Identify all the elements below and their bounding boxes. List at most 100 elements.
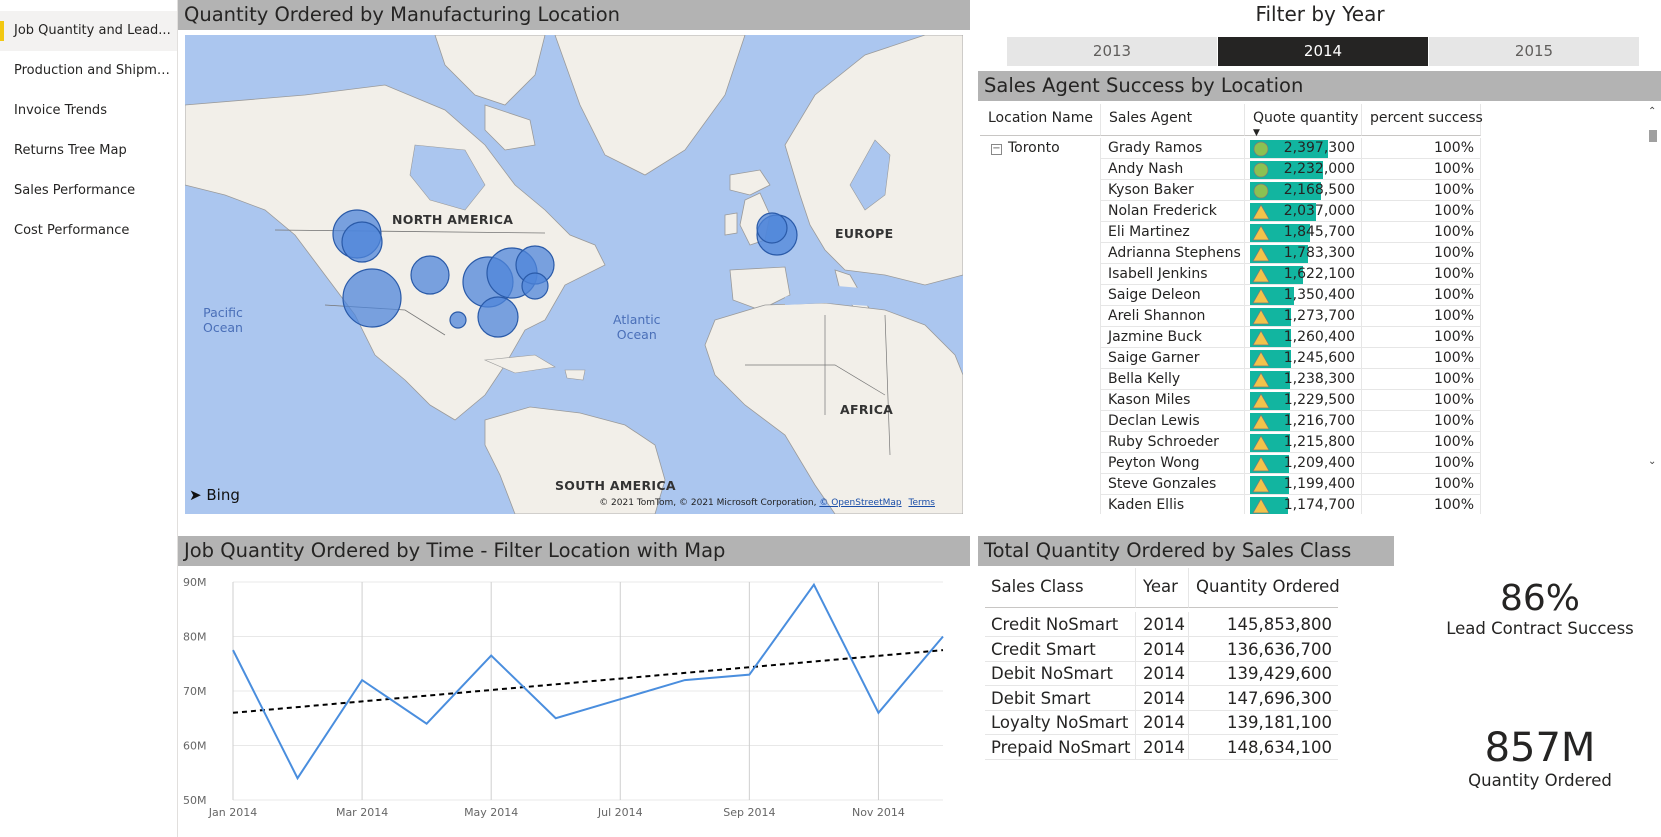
quote-quantity-value: 1,209,400 [1283,455,1355,471]
table-row[interactable]: Nolan Frederick 2,037,000 100% [980,201,1481,222]
lead-contract-success-card: 86% Lead Contract Success [1420,578,1660,668]
location-cell [980,285,1100,306]
nav-item-2[interactable]: Production and Shipme... [14,63,177,78]
agent-success-table: Location Name Sales Agent Quote quantity… [980,104,1660,514]
agent-name-cell: Grady Ramos [1100,138,1244,159]
col-header-sales-class[interactable]: Sales Class [985,568,1135,608]
agent-name-cell: Nolan Frederick [1100,201,1244,222]
year-cell: 2014 [1135,612,1188,637]
kpi-warning-triangle-icon [1252,393,1270,409]
series-line [232,582,944,781]
collapse-icon[interactable]: − [991,143,1002,155]
col-header-quantity-ordered[interactable]: Quantity Ordered [1188,568,1340,608]
table-row[interactable]: Areli Shannon 1,273,700 100% [980,306,1481,327]
nav-item-1[interactable]: Job Quantity and Lead... [0,11,177,51]
south-america-label: SOUTH AMERICA [555,478,676,493]
kpi-warning-triangle-icon [1252,309,1270,325]
quote-quantity-cell: 2,397,300 [1244,138,1361,159]
quote-quantity-value: 1,174,700 [1283,497,1355,513]
quote-quantity-cell: 2,232,000 [1244,159,1361,180]
quote-quantity-cell: 1,174,700 [1244,495,1361,514]
table-row[interactable]: Kaden Ellis 1,174,700 100% [980,495,1481,514]
quantity-ordered-cell: 145,853,800 [1188,612,1338,637]
lead-contract-success-label: Lead Contract Success [1446,619,1634,638]
bing-label: Bing [206,486,240,504]
nav-item-5[interactable]: Sales Performance [14,183,136,198]
agent-name-cell: Eli Martinez [1100,222,1244,243]
agent-name-cell: Areli Shannon [1100,306,1244,327]
table-row[interactable]: Ruby Schroeder 1,215,800 100% [980,432,1481,453]
sales-class-cell: Debit Smart [985,686,1135,711]
percent-success-cell: 100% [1361,243,1481,264]
kpi-warning-triangle-icon [1252,351,1270,367]
table-row[interactable]: Kason Miles 1,229,500 100% [980,390,1481,411]
nav-item-6[interactable]: Cost Performance [14,223,130,238]
quote-quantity-value: 2,037,000 [1283,203,1355,219]
quote-quantity-header-label: Quote quantity [1253,110,1359,126]
quote-quantity-cell: 1,845,700 [1244,222,1361,243]
quantity-over-time-line-chart[interactable]: 50M 60M 70M 80M 90M Jan 2014 Mar 2014 May 2014… [178,568,963,837]
sort-descending-icon: ▼ [1253,128,1260,138]
year-cell: 2014 [1135,685,1188,711]
table-row[interactable]: Peyton Wong 1,209,400 100% [980,453,1481,474]
agent-name-cell: Kyson Baker [1100,180,1244,201]
col-header-year[interactable]: Year [1135,568,1188,608]
agent-name-cell: Saige Deleon [1100,285,1244,306]
copyright-text: © 2021 TomTom, © 2021 Microsoft Corporat… [599,498,820,508]
col-header-quote-quantity[interactable]: Quote quantity ▼ [1244,104,1361,138]
atlantic-ocean-label: Atlantic Ocean [613,312,661,342]
quantity-ordered-cell: 139,181,100 [1188,710,1338,735]
col-header-location[interactable]: Location Name [980,104,1100,136]
nav-item-4[interactable]: Returns Tree Map [14,143,127,158]
year-button-2015[interactable]: 2015 [1429,37,1639,66]
agent-name-cell: Saige Garner [1100,348,1244,369]
percent-success-cell: 100% [1361,306,1481,327]
table-row[interactable]: Jazmine Buck 1,260,400 100% [980,327,1481,348]
table-row[interactable]: Eli Martinez 1,845,700 100% [980,222,1481,243]
location-cell [980,327,1100,348]
line-panel-title: Job Quantity Ordered by Time - Filter Lo… [178,536,970,566]
table-row[interactable]: Isabell Jenkins 1,622,100 100% [980,264,1481,285]
quantity-ordered-label: Quantity Ordered [1468,771,1612,790]
agent-table-scrollbar[interactable]: ⌃ ⌄ [1647,104,1659,494]
nav-item-3[interactable]: Invoice Trends [14,103,107,118]
col-header-percent-success[interactable]: percent success [1361,104,1483,136]
table-row[interactable]: Andy Nash 2,232,000 100% [980,159,1481,180]
terms-link[interactable]: Terms [908,498,935,508]
quote-quantity-cell: 1,783,300 [1244,243,1361,264]
table-row[interactable]: − Toronto Grady Ramos 2,397,300 100% [980,138,1481,159]
year-button-2013[interactable]: 2013 [1007,37,1217,66]
kpi-warning-triangle-icon [1252,456,1270,472]
quote-quantity-cell: 2,168,500 [1244,180,1361,201]
table-row[interactable]: Steve Gonzales 1,199,400 100% [980,474,1481,495]
page-navigation: Job Quantity and Lead... Production and S… [0,0,178,837]
quote-quantity-value: 1,229,500 [1283,392,1355,408]
y-tick-label: 80M [183,631,207,644]
bubble-map[interactable]: NORTH AMERICA EUROPE AFRICA SOUTH AMERIC… [185,35,963,514]
location-cell [980,264,1100,285]
table-row[interactable]: Saige Garner 1,245,600 100% [980,348,1481,369]
table-row[interactable]: Adrianna Stephens 1,783,300 100% [980,243,1481,264]
col-header-agent[interactable]: Sales Agent [1100,104,1244,136]
africa-label: AFRICA [840,402,894,417]
bing-logo: ➤ Bing [189,486,240,504]
quote-quantity-bar [1250,140,1328,158]
agent-name-cell: Isabell Jenkins [1100,264,1244,285]
table-row[interactable]: Declan Lewis 1,216,700 100% [980,411,1481,432]
trend-line [232,649,944,714]
table-row[interactable]: Kyson Baker 2,168,500 100% [980,180,1481,201]
x-tick-label: Sep 2014 [723,806,775,819]
location-cell [980,453,1100,474]
table-row[interactable]: Saige Deleon 1,350,400 100% [980,285,1481,306]
quote-quantity-value: 2,397,300 [1283,140,1355,156]
openstreetmap-link[interactable]: © OpenStreetMap [819,498,902,508]
map-canvas [185,35,963,514]
kpi-warning-triangle-icon [1252,498,1270,514]
table-row[interactable]: Bella Kelly 1,238,300 100% [980,369,1481,390]
location-cell [980,201,1100,222]
quote-quantity-value: 1,199,400 [1283,476,1355,492]
quantity-ordered-value: 857M [1484,725,1596,771]
year-button-2014[interactable]: 2014 [1218,37,1428,66]
class-panel-title: Total Quantity Ordered by Sales Class [978,536,1394,566]
y-tick-label: 90M [183,576,207,589]
